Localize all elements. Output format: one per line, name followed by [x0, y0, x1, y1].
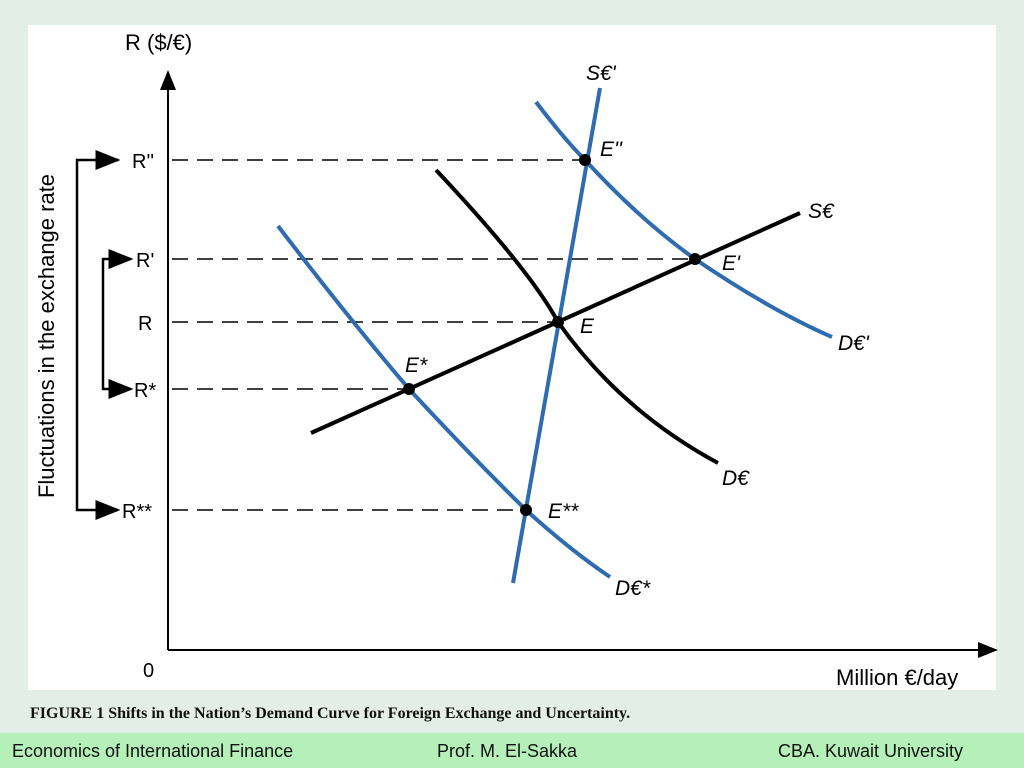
supply-curve-s-prime	[511, 87, 602, 584]
origin-label: 0	[143, 660, 154, 682]
footer-institution: CBA. Kuwait University	[778, 741, 964, 761]
footer-author: Prof. M. El-Sakka	[437, 741, 578, 761]
label-d: D€	[722, 467, 750, 490]
side-label: Fluctuations in the exchange rate	[34, 174, 59, 498]
x-axis-label: Million €/day	[836, 665, 958, 690]
demand-curve-d-prime	[534, 100, 833, 339]
label-d-star: D€*	[615, 577, 651, 600]
rate-label-r-double-prime: R''	[132, 151, 154, 173]
label-e-double-star: E**	[548, 500, 579, 523]
label-e-prime: E'	[722, 252, 741, 275]
label-e-double-prime: E''	[600, 138, 623, 161]
footer-course: Economics of International Finance	[12, 741, 294, 761]
outer-bracket	[75, 150, 121, 520]
label-e: E	[580, 315, 595, 338]
label-s: S€	[808, 200, 835, 223]
demand-curve-d-star	[276, 224, 612, 579]
rate-label-r: R	[138, 313, 152, 335]
figure-caption: FIGURE 1 Shifts in the Nation’s Demand C…	[30, 705, 631, 722]
y-axis-label: R ($/€)	[125, 30, 192, 55]
equilibrium-points	[403, 154, 701, 516]
footer-bar: Economics of International Finance Prof.…	[0, 733, 1024, 768]
dashed-guides	[172, 159, 695, 511]
label-s-prime: S€'	[586, 62, 617, 85]
rate-label-r-double-star: R**	[122, 501, 152, 523]
rate-label-r-prime: R'	[136, 250, 154, 272]
inner-bracket	[101, 249, 134, 399]
rate-label-r-star: R*	[134, 380, 156, 402]
label-e-star: E*	[405, 354, 428, 377]
label-d-prime: D€'	[838, 332, 870, 355]
